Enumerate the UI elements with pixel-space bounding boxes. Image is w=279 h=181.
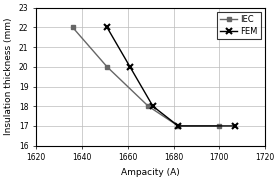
Y-axis label: Insulation thickness (mm): Insulation thickness (mm) — [4, 18, 13, 135]
Line: IEC: IEC — [70, 25, 222, 128]
FEM — [105, 26, 109, 28]
IEC — [105, 66, 109, 68]
FEM — [234, 125, 237, 127]
IEC — [71, 26, 74, 28]
Line: FEM: FEM — [104, 24, 239, 129]
Legend: IEC, FEM: IEC, FEM — [217, 12, 261, 39]
IEC — [176, 125, 180, 127]
IEC — [218, 125, 221, 127]
FEM — [176, 125, 180, 127]
X-axis label: Ampacity (A): Ampacity (A) — [121, 168, 180, 177]
FEM — [151, 105, 155, 107]
FEM — [128, 66, 132, 68]
IEC — [147, 105, 150, 107]
